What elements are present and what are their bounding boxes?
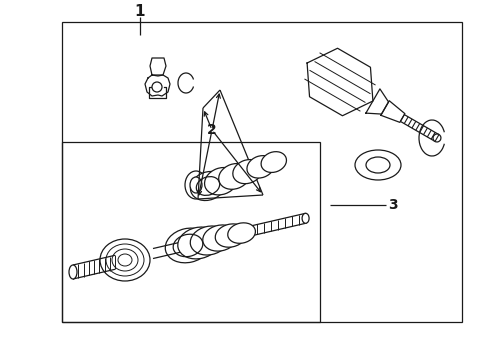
Text: 2: 2 [207, 123, 217, 137]
Ellipse shape [302, 213, 309, 223]
Text: 3: 3 [388, 198, 397, 212]
Ellipse shape [69, 265, 77, 279]
Polygon shape [381, 101, 405, 122]
Ellipse shape [233, 159, 262, 184]
Ellipse shape [190, 177, 202, 193]
Ellipse shape [191, 171, 225, 201]
Bar [62, 22, 462, 322]
Ellipse shape [261, 152, 287, 172]
Polygon shape [366, 89, 389, 114]
Ellipse shape [433, 134, 441, 142]
Ellipse shape [190, 226, 229, 255]
Ellipse shape [185, 171, 207, 199]
Text: 1: 1 [135, 4, 145, 19]
Ellipse shape [360, 153, 396, 177]
Circle shape [152, 82, 162, 92]
Ellipse shape [178, 227, 220, 259]
Ellipse shape [366, 157, 390, 173]
Ellipse shape [247, 156, 274, 178]
Ellipse shape [165, 228, 211, 263]
Ellipse shape [204, 167, 238, 195]
Ellipse shape [203, 225, 238, 251]
Ellipse shape [219, 163, 250, 189]
Ellipse shape [228, 223, 255, 243]
Ellipse shape [355, 150, 401, 180]
Ellipse shape [100, 239, 150, 281]
Ellipse shape [215, 224, 246, 247]
Polygon shape [145, 75, 170, 96]
Bar [62, 142, 320, 322]
Polygon shape [150, 58, 166, 75]
Polygon shape [149, 87, 166, 98]
Polygon shape [307, 48, 373, 116]
